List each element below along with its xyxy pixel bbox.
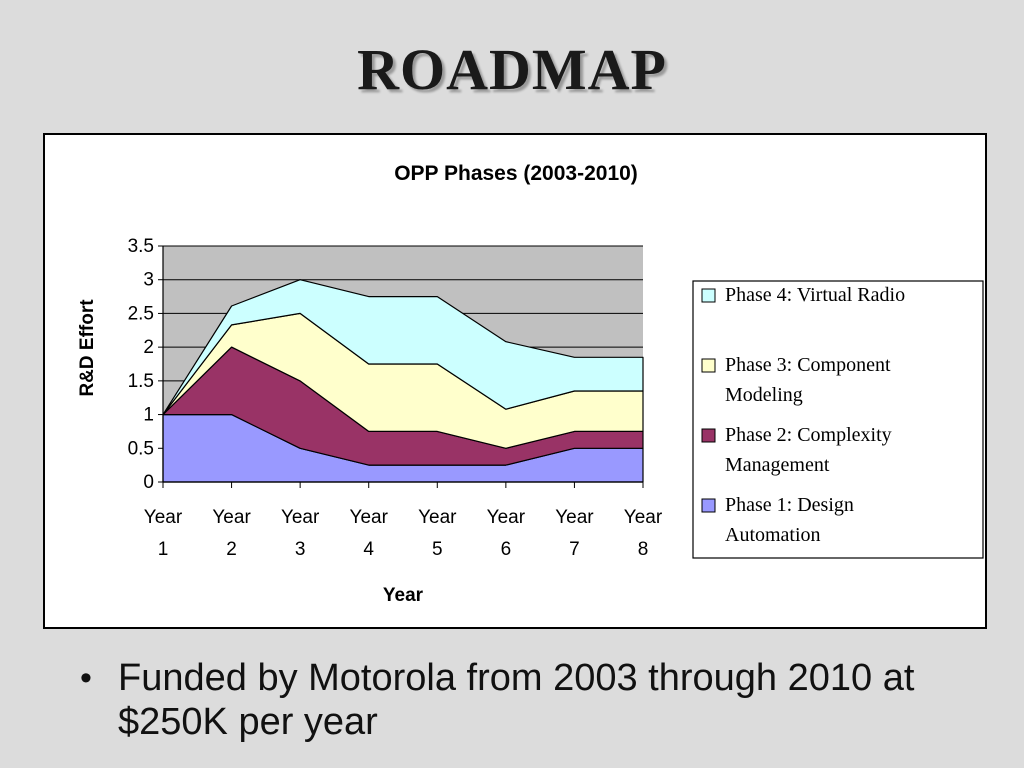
y-tick-label: 2 <box>143 337 154 358</box>
x-tick-label-line: Year <box>624 507 663 528</box>
x-tick-label: Year 1 <box>144 507 183 560</box>
legend-box <box>692 280 984 559</box>
x-tick-label-line: Year <box>555 507 594 528</box>
y-axis-label: R&D Effort <box>77 299 98 397</box>
x-tick-label: Year 3 <box>281 507 320 560</box>
bullet-marker: • <box>80 659 92 697</box>
x-tick-label-line: Year <box>350 507 389 528</box>
x-tick-label-line: Year <box>418 507 457 528</box>
legend-label-line: Phase 3: Component <box>725 354 891 376</box>
x-tick-label-line: 3 <box>295 539 306 560</box>
area-series-4 <box>162 279 644 416</box>
x-tick-label: Year 4 <box>350 507 389 560</box>
x-tick-label-line: 5 <box>432 539 443 560</box>
x-tick-label-line: Year <box>144 507 183 528</box>
x-tick-label-line: 4 <box>363 539 374 560</box>
x-tick-label: Year 7 <box>555 507 594 560</box>
x-tick-label: Year 2 <box>212 507 251 560</box>
legend-swatch <box>701 428 716 443</box>
legend-label-line: Modeling <box>725 384 803 406</box>
x-tick-label-line: Year <box>281 507 320 528</box>
x-tick-label: Year 8 <box>624 507 663 560</box>
y-tick-label: 0.5 <box>128 438 154 459</box>
x-tick-label-line: 6 <box>501 539 512 560</box>
y-tick-label: 3.5 <box>128 236 154 257</box>
legend-swatch <box>701 288 716 303</box>
y-tick-label: 3 <box>143 270 154 291</box>
x-tick-label-line: Year <box>487 507 526 528</box>
y-tick-label: 1.5 <box>128 371 154 392</box>
x-tick-label-line: 1 <box>158 539 169 560</box>
x-tick-label-line: 8 <box>638 539 649 560</box>
y-tick-label: 1 <box>143 405 154 426</box>
x-tick-label: Year 6 <box>487 507 526 560</box>
legend-label: Phase 1: Design Automation <box>725 494 854 546</box>
legend-label: Phase 3: Component Modeling <box>725 354 891 406</box>
y-tick-label: 0 <box>143 472 154 493</box>
chart-title: OPP Phases (2003-2010) <box>394 162 638 185</box>
bullet-text: Funded by Motorola from 2003 through 201… <box>118 657 915 743</box>
x-tick-label-line: 2 <box>226 539 237 560</box>
legend-label-line: Automation <box>725 524 821 546</box>
x-tick-label: Year 5 <box>418 507 457 560</box>
legend-label-line: Phase 2: Complexity <box>725 424 892 446</box>
legend-label-line: Phase 4: Virtual Radio <box>725 284 905 306</box>
x-tick-label-line: Year <box>212 507 251 528</box>
chart-frame: 0 0.5 1 1.5 2 2.5 3 3.5 Year 1 Year 2 Year 3 Year 4 Year… <box>43 133 987 629</box>
legend-label-line: Phase 1: Design <box>725 494 854 516</box>
legend-label-line: Management <box>725 454 830 476</box>
x-axis-label: Year <box>383 585 424 606</box>
y-tick-label: 2.5 <box>128 303 154 324</box>
legend: Phase 4: Virtual Radio Phase 3: Component… <box>692 280 984 559</box>
x-tick-label-line: 7 <box>569 539 580 560</box>
legend-label: Phase 4: Virtual Radio <box>725 284 905 306</box>
legend-label: Phase 2: Complexity Management <box>725 424 892 476</box>
slide-title: ROADMAP <box>357 37 667 102</box>
legend-swatch <box>701 358 716 373</box>
legend-swatch <box>701 498 716 513</box>
